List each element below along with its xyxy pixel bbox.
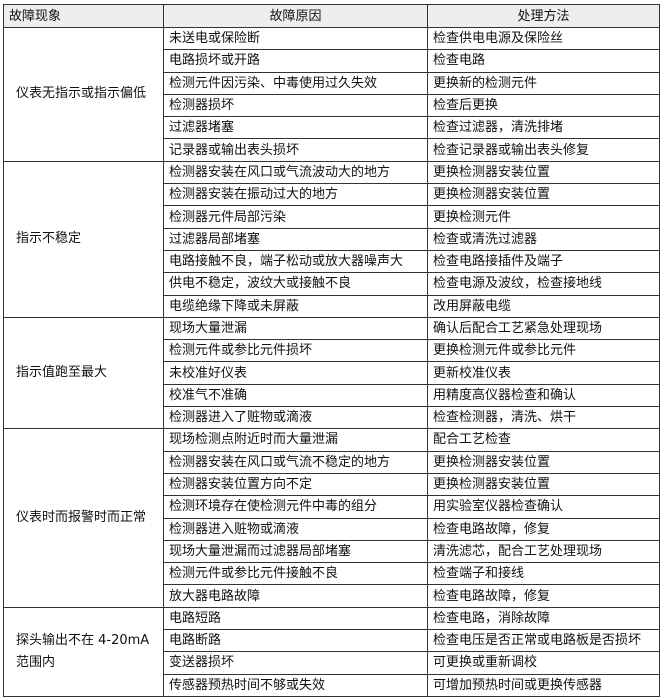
solution-cell: 检查电路故障，修复 (427, 517, 660, 541)
solution-cell: 更换检测器安装位置 (427, 160, 660, 185)
table-row: 指示不稳定 检测器安装在风口或气流波动大的地方 更换检测器安装位置 (3, 160, 660, 318)
solution-cell: 更换检测器安装位置 (427, 472, 660, 497)
solution-cell: 更换新的检测元件 (427, 71, 660, 95)
cause-cell: 未校准好仪表 (163, 361, 428, 385)
symptom-cell: 指示值跑至最大 (3, 316, 164, 430)
cause-cell: 检测元件或参比元件损坏 (163, 339, 428, 363)
table-row: 记录器或输出表头损坏 检查记录器或输出表头修复 (4, 138, 660, 162)
cause-cell: 电缆绝缘下降或未屏蔽 (163, 294, 428, 318)
solution-cell: 检查记录器或输出表头修复 (427, 138, 660, 162)
table-row: 变送器损坏 可更换或重新调校 (4, 651, 660, 675)
cause-cell: 检测器安装在风口或气流不稳定的地方 (163, 450, 428, 474)
table-row: 检测元件或参比元件损坏 更换检测元件或参比元件 (4, 339, 660, 363)
solution-cell: 检查电压是否正常或电路板是否损坏 (427, 629, 660, 653)
cause-cell: 校准气不准确 (163, 383, 428, 408)
cause-cell: 传感器预热时间不够或失效 (163, 673, 428, 697)
cause-cell: 检测元件因污染、中毒使用过久失效 (163, 71, 428, 95)
symptom-cell: 探头输出不在 4-20mA 范围内 (3, 606, 164, 697)
cause-cell: 放大器电路故障 (163, 584, 428, 608)
table-row: 检测器元件局部污染 更换检测元件 (4, 205, 660, 229)
cause-cell: 电路接触不良，端子松动或放大器噪声大 (163, 249, 428, 274)
cause-cell: 未送电或保险断 (163, 26, 428, 51)
cause-cell: 检测器安装位置方向不定 (163, 472, 428, 497)
cause-cell: 记录器或输出表头损坏 (163, 138, 428, 162)
symptom-cell: 仪表无指示或指示偏低 (3, 27, 164, 162)
cause-cell: 供电不稳定，波纹大或接触不良 (163, 272, 428, 296)
solution-cell: 更换检测元件 (427, 205, 660, 229)
cause-cell: 检测器进入了赃物或滴液 (163, 406, 428, 430)
cause-cell: 过滤器局部堵塞 (163, 227, 428, 251)
cause-cell: 电路损坏或开路 (163, 49, 428, 73)
solution-cell: 用精度高仪器检查和确认 (427, 383, 660, 408)
solution-cell: 确认后配合工艺紧急处理现场 (427, 316, 660, 341)
cause-cell: 电路短路 (163, 606, 428, 631)
table-row: 过滤器局部堵塞 检查或清洗过滤器 (4, 227, 660, 251)
table-row: 检测器安装位置方向不定 更换检测器安装位置 (4, 472, 660, 497)
solution-cell: 更换检测元件或参比元件 (427, 339, 660, 363)
table-row: 供电不稳定，波纹大或接触不良 检查电源及波纹，检查接地线 (4, 272, 660, 296)
solution-cell: 更换检测器安装位置 (427, 450, 660, 474)
table-row: 检测器进入赃物或滴液 检查电路故障，修复 (4, 517, 660, 541)
header-cause: 故障原因 (163, 4, 428, 28)
cause-cell: 检测器安装在风口或气流波动大的地方 (163, 160, 428, 185)
table-row: 仪表时而报警时而正常 现场检测点附近时而大量泄漏 配合工艺检查 (3, 428, 660, 608)
table-row: 仪表无指示或指示偏低 未送电或保险断 检查供电电源及保险丝 (3, 26, 660, 162)
cause-cell: 过滤器堵塞 (163, 116, 428, 140)
solution-cell: 检查电路接插件及端子 (427, 249, 660, 274)
table-row: 检测元件或参比元件接触不良 检查端子和接线 (4, 562, 660, 586)
table-row: 电路接触不良，端子松动或放大器噪声大 检查电路接插件及端子 (4, 249, 660, 274)
solution-cell: 用实验室仪器检查确认 (427, 495, 660, 519)
header-solution: 处理方法 (427, 4, 660, 28)
solution-cell: 检查检测器，清洗、烘干 (427, 406, 660, 430)
cause-cell: 检测器元件局部污染 (163, 205, 428, 229)
cause-cell: 检测器损坏 (163, 93, 428, 118)
solution-cell: 检查后更换 (427, 93, 660, 118)
solution-cell: 更新校准仪表 (427, 361, 660, 385)
solution-cell: 检查电路，消除故障 (427, 606, 660, 631)
solution-cell: 清洗滤芯，配合工艺处理现场 (427, 539, 660, 564)
table-row: 检测器损坏 检查后更换 (4, 93, 660, 118)
symptom-cell: 指示不稳定 (3, 160, 164, 318)
cause-cell: 检测元件或参比元件接触不良 (163, 562, 428, 586)
cause-cell: 现场大量泄漏 (163, 316, 428, 341)
solution-cell: 检查电路故障，修复 (427, 584, 660, 608)
cause-cell: 检测器安装在振动过大的地方 (163, 183, 428, 207)
solution-cell: 配合工艺检查 (427, 428, 660, 452)
cause-cell: 检测器进入赃物或滴液 (163, 517, 428, 541)
solution-cell: 检查或清洗过滤器 (427, 227, 660, 251)
cause-cell: 检测环境存在使检测元件中毒的组分 (163, 495, 428, 519)
solution-cell: 改用屏蔽电缆 (427, 294, 660, 318)
cause-cell: 现场检测点附近时而大量泄漏 (163, 428, 428, 452)
solution-cell: 可更换或重新调校 (427, 651, 660, 675)
table-row: 指示值跑至最大 现场大量泄漏 确认后配合工艺紧急处理现场 (3, 316, 660, 430)
table-row: 现场大量泄漏而过滤器局部堵塞 清洗滤芯，配合工艺处理现场 (4, 539, 660, 564)
table-row: 传感器预热时间不够或失效 可增加预热时间或更换传感器 (4, 673, 660, 697)
header-symptom: 故障现象 (3, 4, 164, 28)
cause-cell: 变送器损坏 (163, 651, 428, 675)
solution-cell: 检查电源及波纹，检查接地线 (427, 272, 660, 296)
header-row: 故障现象 故障原因 处理方法 (3, 4, 660, 28)
fault-table: 故障现象 故障原因 处理方法 仪表无指示或指示偏低 未送电或保险断 检查供电电源及保… (3, 4, 660, 697)
solution-cell: 检查电路 (427, 49, 660, 73)
cause-cell: 现场大量泄漏而过滤器局部堵塞 (163, 539, 428, 564)
table-row: 检测环境存在使检测元件中毒的组分 用实验室仪器检查确认 (4, 495, 660, 519)
solution-cell: 检查供电电源及保险丝 (427, 26, 660, 51)
solution-cell: 更换检测器安装位置 (427, 183, 660, 207)
solution-cell: 检查过滤器，清洗排堵 (427, 116, 660, 140)
solution-cell: 检查端子和接线 (427, 562, 660, 586)
table-row: 电路断路 检查电压是否正常或电路板是否损坏 (4, 629, 660, 653)
table-row: 未校准好仪表 更新校准仪表 (4, 361, 660, 385)
solution-cell: 可增加预热时间或更换传感器 (427, 673, 660, 697)
table-row: 电缆绝缘下降或未屏蔽 改用屏蔽电缆 (4, 294, 660, 318)
table-row: 探头输出不在 4-20mA 范围内 电路短路 检查电路，消除故障 (3, 606, 660, 697)
table-row: 放大器电路故障 检查电路故障，修复 (4, 584, 660, 608)
cause-cell: 电路断路 (163, 629, 428, 653)
symptom-cell: 仪表时而报警时而正常 (3, 428, 164, 608)
